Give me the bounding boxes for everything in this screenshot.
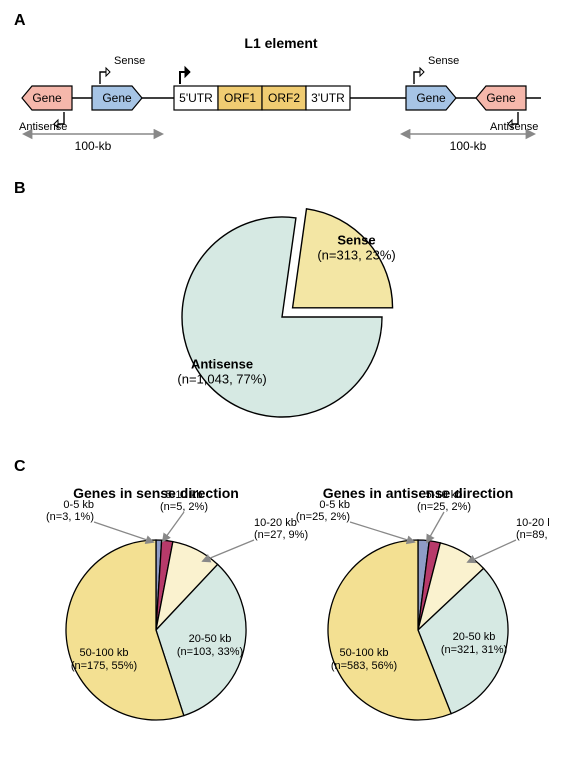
svg-text:5-10 kb: 5-10 kb — [166, 489, 203, 501]
pie-callout: 0-5 kb(n=3, 1%) — [46, 499, 153, 542]
svg-text:(n=25, 2%): (n=25, 2%) — [417, 501, 471, 513]
promoter-arrow-icon — [180, 67, 190, 84]
svg-text:(n=3, 1%): (n=3, 1%) — [46, 511, 94, 523]
promoter-arrow-icon — [414, 68, 424, 84]
promoter-arrow-icon — [100, 68, 110, 84]
svg-text:100-kb: 100-kb — [75, 139, 112, 153]
svg-text:(n=89, 9%): (n=89, 9%) — [516, 529, 549, 541]
l1-orf1: ORF1 — [218, 86, 262, 110]
svg-text:5'UTR: 5'UTR — [179, 91, 213, 105]
svg-text:Gene: Gene — [32, 91, 62, 105]
svg-text:5-10 kb: 5-10 kb — [426, 489, 463, 501]
l1-3utr: 3'UTR — [306, 86, 350, 110]
svg-text:Sense: Sense — [337, 232, 375, 247]
left-gene-inner: Gene — [92, 86, 142, 110]
svg-text:0-5 kb: 0-5 kb — [63, 499, 94, 511]
pie-callout: 10-20 kb(n=89, 9%) — [468, 517, 549, 562]
pie-callout: 0-5 kb(n=25, 2%) — [296, 499, 414, 542]
pie-callout: 10-20 kb(n=27, 9%) — [203, 517, 308, 561]
left-gene-outer: Gene — [22, 86, 72, 110]
svg-text:20-50 kb: 20-50 kb — [453, 631, 496, 643]
panel-b: B Sense(n=313, 23%) Antisense(n=1,043, 77… — [14, 180, 549, 432]
svg-text:ORF1: ORF1 — [224, 91, 256, 105]
panel-b-pie: Sense(n=313, 23%) Antisense(n=1,043, 77%) — [14, 202, 549, 432]
svg-text:0-5 kb: 0-5 kb — [319, 499, 350, 511]
range-right: 100-kb — [402, 134, 534, 153]
svg-text:Gene: Gene — [416, 91, 446, 105]
panel-a-label: A — [14, 12, 549, 30]
l1-title: L1 element — [244, 35, 317, 51]
panel-a-diagram: L1 element Gene Gene 5'UTR ORF1 ORF2 3'UTR Gene… — [14, 34, 549, 154]
svg-text:(n=313, 23%): (n=313, 23%) — [317, 247, 395, 262]
svg-text:(n=321, 31%): (n=321, 31%) — [441, 644, 507, 656]
svg-text:50-100 kb: 50-100 kb — [80, 647, 129, 659]
l1-5utr: 5'UTR — [174, 86, 218, 110]
svg-text:ORF2: ORF2 — [268, 91, 300, 105]
svg-text:3'UTR: 3'UTR — [311, 91, 345, 105]
l1-orf2: ORF2 — [262, 86, 306, 110]
svg-text:Gene: Gene — [486, 91, 516, 105]
svg-text:(n=25, 2%): (n=25, 2%) — [296, 511, 350, 523]
svg-text:20-50 kb: 20-50 kb — [189, 633, 232, 645]
antisense-label-r: Antisense — [490, 121, 538, 133]
svg-text:(n=103, 33%): (n=103, 33%) — [177, 646, 243, 658]
pie-title: Genes in sense direction — [73, 485, 239, 501]
pie-label-inside: 50-100 kb(n=175, 55%) — [71, 647, 137, 672]
svg-text:50-100 kb: 50-100 kb — [340, 647, 389, 659]
svg-text:100-kb: 100-kb — [450, 139, 487, 153]
panel-a: A L1 element Gene Gene 5'UTR ORF1 ORF2 3'UTR Ge… — [14, 12, 549, 154]
pie-callout: 5-10 kb(n=5, 2%) — [160, 489, 208, 541]
svg-text:(n=583, 56%): (n=583, 56%) — [331, 660, 397, 672]
svg-text:(n=175, 55%): (n=175, 55%) — [71, 660, 137, 672]
svg-text:Gene: Gene — [102, 91, 132, 105]
svg-text:(n=5, 2%): (n=5, 2%) — [160, 501, 208, 513]
svg-text:(n=27, 9%): (n=27, 9%) — [254, 529, 308, 541]
panel-c: C Genes in sense direction0-5 kb(n=3, 1%… — [14, 458, 549, 740]
svg-text:Antisense: Antisense — [191, 357, 253, 372]
svg-text:10-20 kb: 10-20 kb — [254, 517, 297, 529]
sense-label-r: Sense — [428, 55, 459, 67]
pie-label-inside: 50-100 kb(n=583, 56%) — [331, 647, 397, 672]
panel-c-label: C — [14, 458, 549, 476]
right-gene-outer: Gene — [476, 86, 526, 110]
panel-c-pies: Genes in sense direction0-5 kb(n=3, 1%)5… — [14, 480, 549, 740]
pie-title: Genes in antisense direction — [323, 485, 514, 501]
sense-label: Sense — [114, 55, 145, 67]
range-left: 100-kb — [24, 134, 162, 153]
panel-b-label: B — [14, 180, 549, 198]
svg-text:(n=1,043, 77%): (n=1,043, 77%) — [177, 372, 266, 387]
right-gene-inner: Gene — [406, 86, 456, 110]
antisense-label: Antisense — [19, 121, 67, 133]
svg-text:10-20 kb: 10-20 kb — [516, 517, 549, 529]
